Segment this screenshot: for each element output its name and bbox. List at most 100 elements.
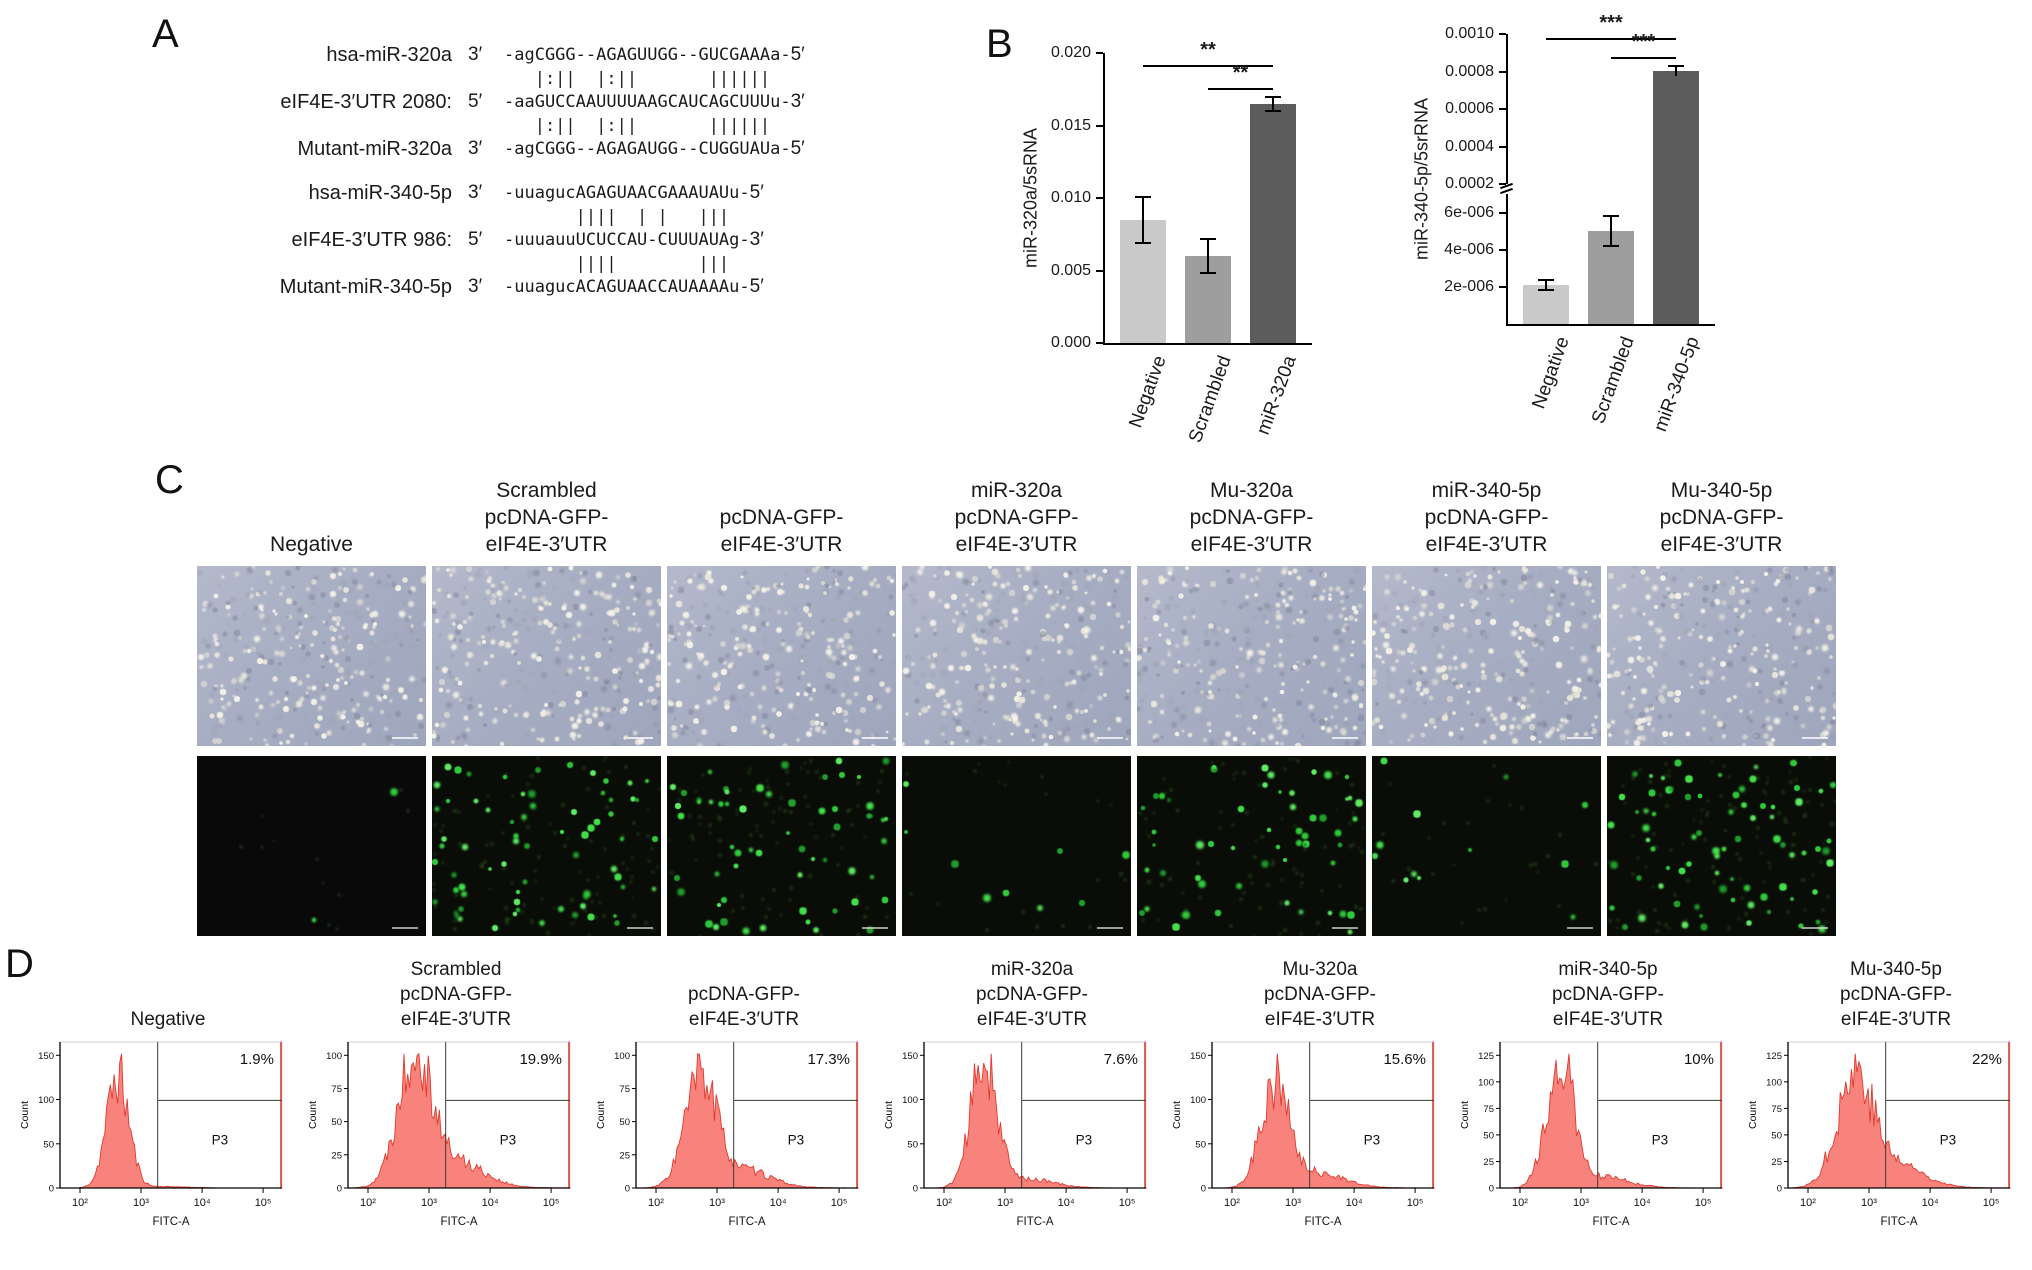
y-tick-label: 0.010 (1050, 189, 1091, 206)
y-tick (1096, 269, 1103, 272)
y-tick-label: 0 (1201, 1184, 1206, 1195)
title-line: Mu-340-5p (1670, 479, 1773, 502)
y-axis-label: Count (1747, 1101, 1759, 1129)
gate-label: P3 (500, 1132, 517, 1147)
x-tick-label: 10³ (997, 1197, 1013, 1209)
sequence-text: -uuagucAGAGUAACGAAAUAUu- (504, 183, 750, 203)
sequence-text: -aaGUCCAAUUUUAAGCAUCAGCUUUu- (504, 92, 791, 112)
significance-line (1143, 64, 1273, 67)
y-tick-label: 100 (326, 1051, 342, 1062)
alignment-marks: |:|| |:|| |||||| (504, 115, 771, 136)
x-axis-label: FITC-A (728, 1216, 765, 1228)
x-tick-label: 10³ (1861, 1197, 1877, 1209)
y-tick-label: 0 (913, 1184, 918, 1195)
y-axis-label: Count (1171, 1101, 1183, 1129)
sequence-text: -uuagucACAGUAACCAUAAAAu- (504, 277, 750, 297)
gate-percentage: 22% (1972, 1051, 2002, 1068)
error-bar (1272, 96, 1274, 111)
sequence-end-label: 3′ (790, 91, 805, 112)
flow-plot: 1.9% P3 0 50 100 150 10² 10³ 10⁴ 10⁵ FITC-A Count (14, 1034, 296, 1238)
sequence-end-label: 3′ (468, 44, 483, 65)
y-tick (1499, 285, 1506, 288)
brightfield-image (197, 566, 426, 746)
y-tick-label: 0.0008 (1445, 62, 1494, 80)
y-axis-label: Count (883, 1101, 895, 1129)
x-tick-label: 10⁴ (1346, 1197, 1363, 1209)
title-line: pcDNA-GFP- (1659, 506, 1784, 529)
x-tick-label: 10² (1512, 1197, 1528, 1209)
flow-column-title: miR-320a pcDNA-GFP-eIF4E-3′UTR (878, 944, 1160, 1032)
bar-Negative (1523, 285, 1569, 324)
title-line: pcDNA-GFP- (484, 506, 609, 529)
scale-bar (392, 737, 418, 739)
sequence-row: hsa-miR-340-5p 3′ -uuagucAGAGUAACGAAAUAUu-… (240, 178, 827, 208)
title-line: Scrambled (410, 959, 502, 980)
title-line: eIF4E-3′UTR (1660, 533, 1783, 556)
alignment-marks-row: |:|| |:|| |||||| (240, 70, 827, 87)
sequence-name: Mutant-miR-320a (297, 137, 452, 160)
error-bar (1675, 65, 1677, 76)
plot-frame (59, 1041, 283, 1189)
flow-plot: 22% P3 0 25 50 75 100 125 10² 10³ 10⁴ 10⁵ FITC-A Coun… (1742, 1034, 2024, 1238)
axis-max-pileup (1720, 1042, 1722, 1188)
gate-percentage: 10% (1684, 1051, 1714, 1068)
x-tick-label: 10² (1800, 1197, 1816, 1209)
y-tick-label: 0.005 (1050, 261, 1091, 279)
y-tick-label: 0 (1489, 1184, 1494, 1195)
scale-bar (1802, 737, 1828, 739)
y-tick (1499, 183, 1506, 185)
error-bar (1142, 196, 1144, 243)
flow-plot: 7.6% P3 0 50 100 150 10² 10³ 10⁴ 10⁵ FITC-A Count (878, 1034, 1160, 1238)
error-cap-top (1200, 237, 1216, 240)
sequence-text: -agCGGG--AGAGUUGG--GUCGAAAa- (504, 45, 791, 65)
y-tick-label: 50 (43, 1139, 54, 1150)
error-cap-top (1603, 215, 1619, 218)
sequence-name: eIF4E-3′UTR 2080: (280, 90, 452, 113)
flow-column-title: pcDNA-GFP-eIF4E-3′UTR (590, 944, 872, 1032)
x-tick-label: 10³ (1573, 1197, 1589, 1209)
sequence-end-label: 5′ (468, 91, 483, 112)
fluorescence-image (1372, 756, 1601, 936)
y-axis-line (1103, 53, 1105, 345)
title-line: miR-340-5p (1431, 479, 1542, 502)
x-tick-label: 10⁵ (1407, 1197, 1424, 1209)
y-axis-label: Count (307, 1101, 319, 1129)
alignment-marks: |||| | | ||| (504, 206, 730, 227)
fluorescence-image (902, 756, 1131, 936)
title-line: pcDNA-GFP- (400, 984, 512, 1005)
title-line: pcDNA-GFP- (688, 984, 800, 1005)
title-line: pcDNA-GFP- (1424, 506, 1549, 529)
flow-plot: 17.3% P3 0 25 50 75 100 10² 10³ 10⁴ 10⁵ FITC-A Count (590, 1034, 872, 1238)
scale-bar (862, 927, 888, 929)
y-tick-label: 150 (1190, 1051, 1206, 1062)
error-bar (1545, 280, 1547, 290)
x-tick-label: 10⁴ (770, 1197, 787, 1209)
x-tick-label: 10⁵ (1983, 1197, 2000, 1209)
x-tick-label: 10² (936, 1197, 952, 1209)
y-tick-label: 150 (902, 1051, 918, 1062)
panel-a-sequence-alignment: hsa-miR-320a 3′ -agCGGG--AGAGUUGG--GUCGAAA… (240, 40, 827, 302)
alignment-marks: |:|| |:|| |||||| (504, 68, 771, 89)
gate-label: P3 (1364, 1132, 1381, 1147)
sequence-name: hsa-miR-320a (326, 43, 452, 66)
x-tick-label: 10⁴ (1634, 1197, 1651, 1209)
microscopy-column-title: miR-340-5p pcDNA-GFP-eIF4E-3′UTR (1372, 464, 1601, 558)
y-axis-label: Count (19, 1101, 31, 1129)
bar-chart-mir320a: miR-320a/5sRNA 0.000 0.005 0.010 0.015 0.020 N… (1005, 28, 1355, 474)
title-line: Mu-320a (1210, 479, 1293, 502)
gate-percentage: 15.6% (1383, 1051, 1426, 1068)
y-tick-label: 25 (1483, 1157, 1494, 1168)
scale-bar (1097, 737, 1123, 739)
flow-plot: 10% P3 0 25 50 75 100 125 10² 10³ 10⁴ 10⁵ FITC-A Coun… (1454, 1034, 1736, 1238)
title-line: Negative (270, 533, 353, 556)
y-tick (1499, 70, 1506, 73)
y-tick-label: 100 (614, 1051, 630, 1062)
flow-column-title: Mu-320a pcDNA-GFP-eIF4E-3′UTR (1166, 944, 1448, 1032)
y-tick-label: 50 (331, 1117, 342, 1128)
microscopy-column-title: Mu-340-5p pcDNA-GFP-eIF4E-3′UTR (1607, 464, 1836, 558)
title-line: eIF4E-3′UTR (1425, 533, 1548, 556)
y-tick (1499, 145, 1506, 148)
significance-stars: ** (1200, 38, 1216, 61)
significance-stars: ** (1232, 61, 1249, 84)
